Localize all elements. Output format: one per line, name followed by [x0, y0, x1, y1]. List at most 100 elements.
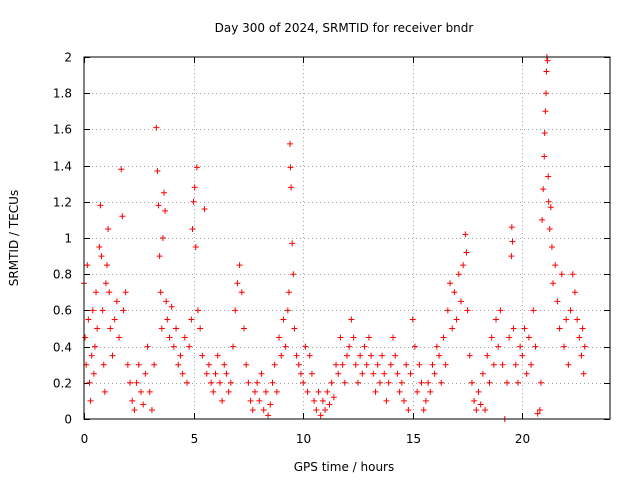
data-point: [306, 352, 313, 359]
x-axis-ticks: 0 5 10 15 20: [81, 57, 530, 446]
data-point: [534, 410, 541, 417]
data-point: [565, 361, 572, 368]
data-point: [249, 406, 256, 413]
data-point: [210, 388, 217, 395]
data-point: [285, 289, 292, 296]
data-point: [571, 289, 578, 296]
data-point: [337, 334, 344, 341]
data-point: [148, 406, 155, 413]
data-point: [484, 352, 491, 359]
data-point: [254, 379, 261, 386]
data-point: [359, 370, 366, 377]
data-point: [193, 164, 200, 171]
data-point: [295, 361, 302, 368]
data-point: [479, 370, 486, 377]
data-point: [530, 307, 537, 314]
data-point: [567, 307, 574, 314]
data-point: [488, 334, 495, 341]
data-point: [203, 370, 210, 377]
data-point: [354, 379, 361, 386]
data-point: [440, 334, 447, 341]
data-point: [508, 224, 515, 231]
data-point: [297, 370, 304, 377]
data-point: [541, 153, 548, 160]
data-point: [133, 379, 140, 386]
data-point: [379, 352, 386, 359]
data-point: [543, 68, 550, 75]
data-point: [290, 271, 297, 278]
data-point: [477, 401, 484, 408]
data-point: [398, 379, 405, 386]
data-point: [537, 379, 544, 386]
data-point: [509, 238, 516, 245]
data-point: [363, 361, 370, 368]
data-point: [140, 401, 147, 408]
plot-frame: [83, 56, 611, 420]
data-point: [328, 379, 335, 386]
data-point: [374, 361, 381, 368]
data-point: [330, 394, 337, 401]
data-point: [284, 307, 291, 314]
data-point: [370, 370, 377, 377]
data-point: [232, 307, 239, 314]
data-point: [293, 352, 300, 359]
data-point: [177, 352, 184, 359]
data-point: [113, 298, 120, 305]
data-point: [581, 343, 588, 350]
grid-lines: [84, 57, 610, 419]
data-point: [94, 325, 101, 332]
data-point: [418, 379, 425, 386]
data-point: [276, 334, 283, 341]
data-point: [536, 406, 543, 413]
data-point: [160, 189, 167, 196]
data-point: [396, 388, 403, 395]
y-tick-label: 1.6: [53, 123, 72, 137]
data-point: [548, 244, 555, 251]
data-point: [357, 352, 364, 359]
data-point: [383, 397, 390, 404]
data-point: [100, 361, 107, 368]
data-point: [433, 343, 440, 350]
data-point: [523, 370, 530, 377]
data-point: [335, 370, 342, 377]
data-point: [317, 412, 324, 419]
data-point: [451, 289, 458, 296]
data-point: [164, 316, 171, 323]
data-point: [579, 325, 586, 332]
data-point: [482, 406, 489, 413]
data-point: [186, 343, 193, 350]
data-point: [503, 379, 510, 386]
data-point: [539, 216, 546, 223]
data-point: [162, 207, 169, 214]
data-point: [288, 184, 295, 191]
data-point: [311, 397, 318, 404]
data-point: [541, 130, 548, 137]
data-point: [497, 307, 504, 314]
data-point: [97, 202, 104, 209]
data-point: [135, 361, 142, 368]
data-point: [341, 379, 348, 386]
data-point: [201, 206, 208, 213]
data-point: [84, 262, 91, 269]
data-point: [265, 412, 272, 419]
data-point: [300, 379, 307, 386]
data-point: [464, 307, 471, 314]
data-point: [444, 307, 451, 314]
data-point: [146, 388, 153, 395]
data-point: [376, 379, 383, 386]
data-point: [189, 225, 196, 232]
data-point: [151, 361, 158, 368]
data-point: [462, 231, 469, 238]
data-point: [86, 379, 93, 386]
y-axis-label: SRMTID / TECUs: [7, 190, 21, 286]
data-point: [157, 289, 164, 296]
data-point: [99, 307, 106, 314]
data-point: [580, 370, 587, 377]
data-point: [278, 352, 285, 359]
data-point: [344, 352, 350, 359]
data-point: [544, 57, 551, 64]
data-point: [466, 352, 473, 359]
data-point: [547, 204, 554, 211]
data-point: [322, 406, 329, 413]
data-point: [431, 370, 438, 377]
